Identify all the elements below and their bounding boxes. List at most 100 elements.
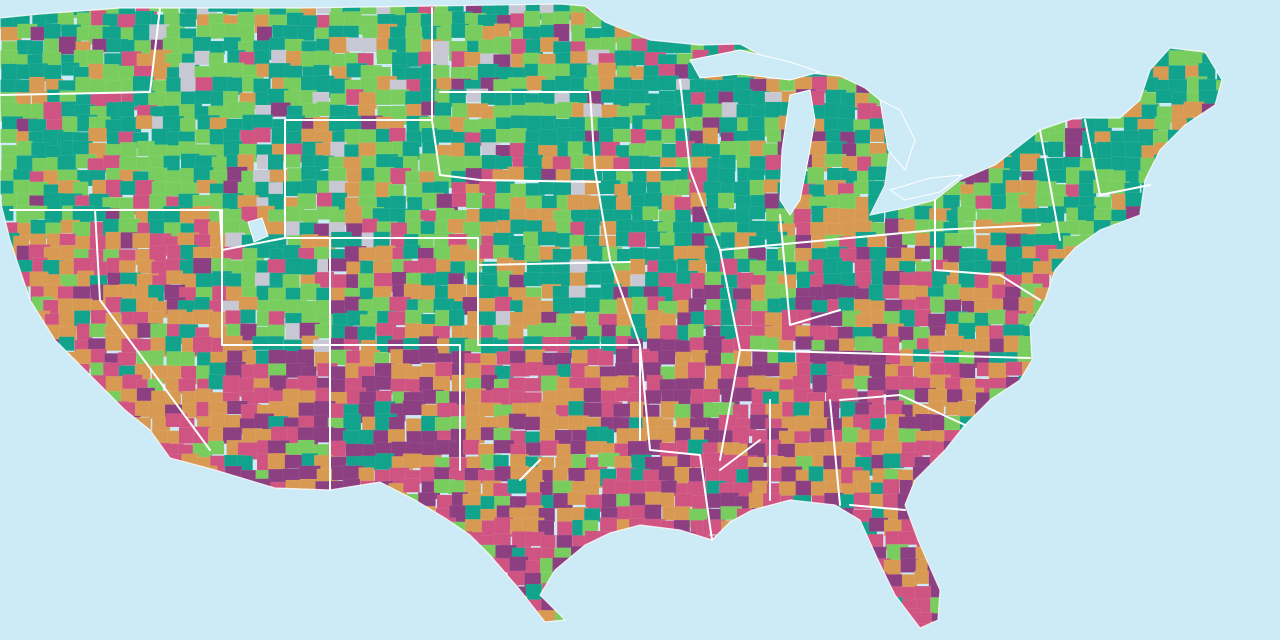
county-cell[interactable]: [1170, 586, 1189, 605]
county-cell[interactable]: [479, 597, 499, 615]
county-cell[interactable]: [795, 505, 816, 524]
county-cell[interactable]: [945, 129, 965, 144]
county-cell[interactable]: [209, 521, 233, 543]
county-cell[interactable]: [32, 530, 50, 550]
county-cell[interactable]: [331, 531, 351, 547]
county-cell[interactable]: [208, 440, 225, 455]
county-cell[interactable]: [1201, 10, 1219, 31]
county-cell[interactable]: [975, 429, 995, 444]
county-cell[interactable]: [1153, 287, 1171, 305]
county-cell[interactable]: [1215, 495, 1238, 510]
county-cell[interactable]: [629, 0, 650, 13]
county-cell[interactable]: [631, 13, 651, 30]
county-cell[interactable]: [0, 275, 20, 293]
county-cell[interactable]: [1185, 156, 1203, 173]
county-cell[interactable]: [992, 560, 1014, 581]
county-cell[interactable]: [240, 613, 263, 631]
county-cell[interactable]: [855, 584, 876, 603]
county-cell[interactable]: [736, 546, 755, 563]
county-cell[interactable]: [1125, 453, 1147, 470]
county-cell[interactable]: [1034, 572, 1052, 592]
county-cell[interactable]: [118, 430, 136, 450]
county-cell[interactable]: [181, 453, 199, 469]
county-cell[interactable]: [1062, 93, 1085, 114]
county-cell[interactable]: [150, 546, 169, 562]
county-cell[interactable]: [1096, 546, 1116, 567]
county-cell[interactable]: [1020, 441, 1039, 462]
county-cell[interactable]: [867, 625, 885, 640]
county-cell[interactable]: [1187, 453, 1209, 467]
county-cell[interactable]: [313, 582, 330, 597]
county-cell[interactable]: [1183, 272, 1203, 288]
county-cell[interactable]: [1172, 336, 1195, 354]
county-cell[interactable]: [1108, 426, 1128, 447]
county-cell[interactable]: [1141, 569, 1163, 587]
county-cell[interactable]: [226, 560, 246, 576]
county-cell[interactable]: [1186, 179, 1203, 195]
county-cell[interactable]: [737, 637, 758, 640]
county-cell[interactable]: [496, 582, 517, 597]
county-cell[interactable]: [1184, 610, 1202, 627]
county-cell[interactable]: [1186, 258, 1203, 274]
county-cell[interactable]: [749, 10, 768, 30]
county-cell[interactable]: [1197, 557, 1217, 577]
county-cell[interactable]: [376, 518, 396, 537]
county-cell[interactable]: [132, 572, 149, 591]
county-cell[interactable]: [961, 430, 981, 450]
county-cell[interactable]: [223, 624, 244, 640]
county-cell[interactable]: [1167, 388, 1184, 404]
county-cell[interactable]: [45, 610, 66, 625]
county-cell[interactable]: [1080, 610, 1102, 626]
county-cell[interactable]: [181, 608, 200, 625]
county-cell[interactable]: [599, 611, 621, 627]
county-cell[interactable]: [1066, 287, 1083, 307]
county-cell[interactable]: [735, 25, 755, 41]
county-cell[interactable]: [16, 623, 37, 640]
county-cell[interactable]: [585, 585, 605, 600]
county-cell[interactable]: [1005, 478, 1024, 495]
county-cell[interactable]: [958, 76, 980, 97]
county-cell[interactable]: [1229, 636, 1251, 640]
county-cell[interactable]: [601, 546, 619, 561]
county-cell[interactable]: [658, 582, 675, 603]
county-cell[interactable]: [674, 595, 697, 614]
county-cell[interactable]: [43, 376, 60, 394]
county-cell[interactable]: [974, 117, 995, 137]
county-cell[interactable]: [1169, 166, 1190, 187]
county-cell[interactable]: [507, 478, 528, 494]
county-cell[interactable]: [1199, 491, 1222, 508]
county-cell[interactable]: [1063, 63, 1086, 82]
county-cell[interactable]: [706, 544, 725, 565]
county-cell[interactable]: [660, 573, 677, 592]
county-cell[interactable]: [62, 570, 79, 586]
county-cell[interactable]: [1123, 417, 1144, 436]
county-cell[interactable]: [1156, 352, 1175, 373]
county-cell[interactable]: [1184, 376, 1206, 393]
county-cell[interactable]: [194, 531, 216, 550]
county-cell[interactable]: [1, 363, 18, 384]
county-cell[interactable]: [105, 335, 123, 351]
county-cell[interactable]: [1229, 521, 1249, 541]
county-cell[interactable]: [314, 518, 330, 538]
county-cell[interactable]: [329, 494, 347, 510]
county-cell[interactable]: [989, 572, 1009, 590]
county-cell[interactable]: [223, 544, 241, 561]
county-cell[interactable]: [282, 557, 304, 577]
county-cell[interactable]: [1216, 245, 1238, 266]
county-cell[interactable]: [14, 390, 33, 407]
county-cell[interactable]: [645, 140, 664, 157]
county-cell[interactable]: [103, 595, 124, 614]
county-cell[interactable]: [1157, 636, 1173, 640]
county-cell[interactable]: [628, 558, 650, 575]
county-cell[interactable]: [374, 621, 394, 639]
county-cell[interactable]: [947, 546, 964, 563]
county-cell[interactable]: [1228, 509, 1249, 529]
county-cell[interactable]: [1169, 560, 1191, 581]
county-cell[interactable]: [1004, 92, 1021, 113]
county-cell[interactable]: [1003, 453, 1023, 470]
county-cell[interactable]: [1005, 444, 1025, 459]
county-cell[interactable]: [1111, 545, 1132, 566]
county-cell[interactable]: [270, 518, 292, 536]
county-cell[interactable]: [958, 569, 979, 589]
county-cell[interactable]: [43, 547, 60, 565]
